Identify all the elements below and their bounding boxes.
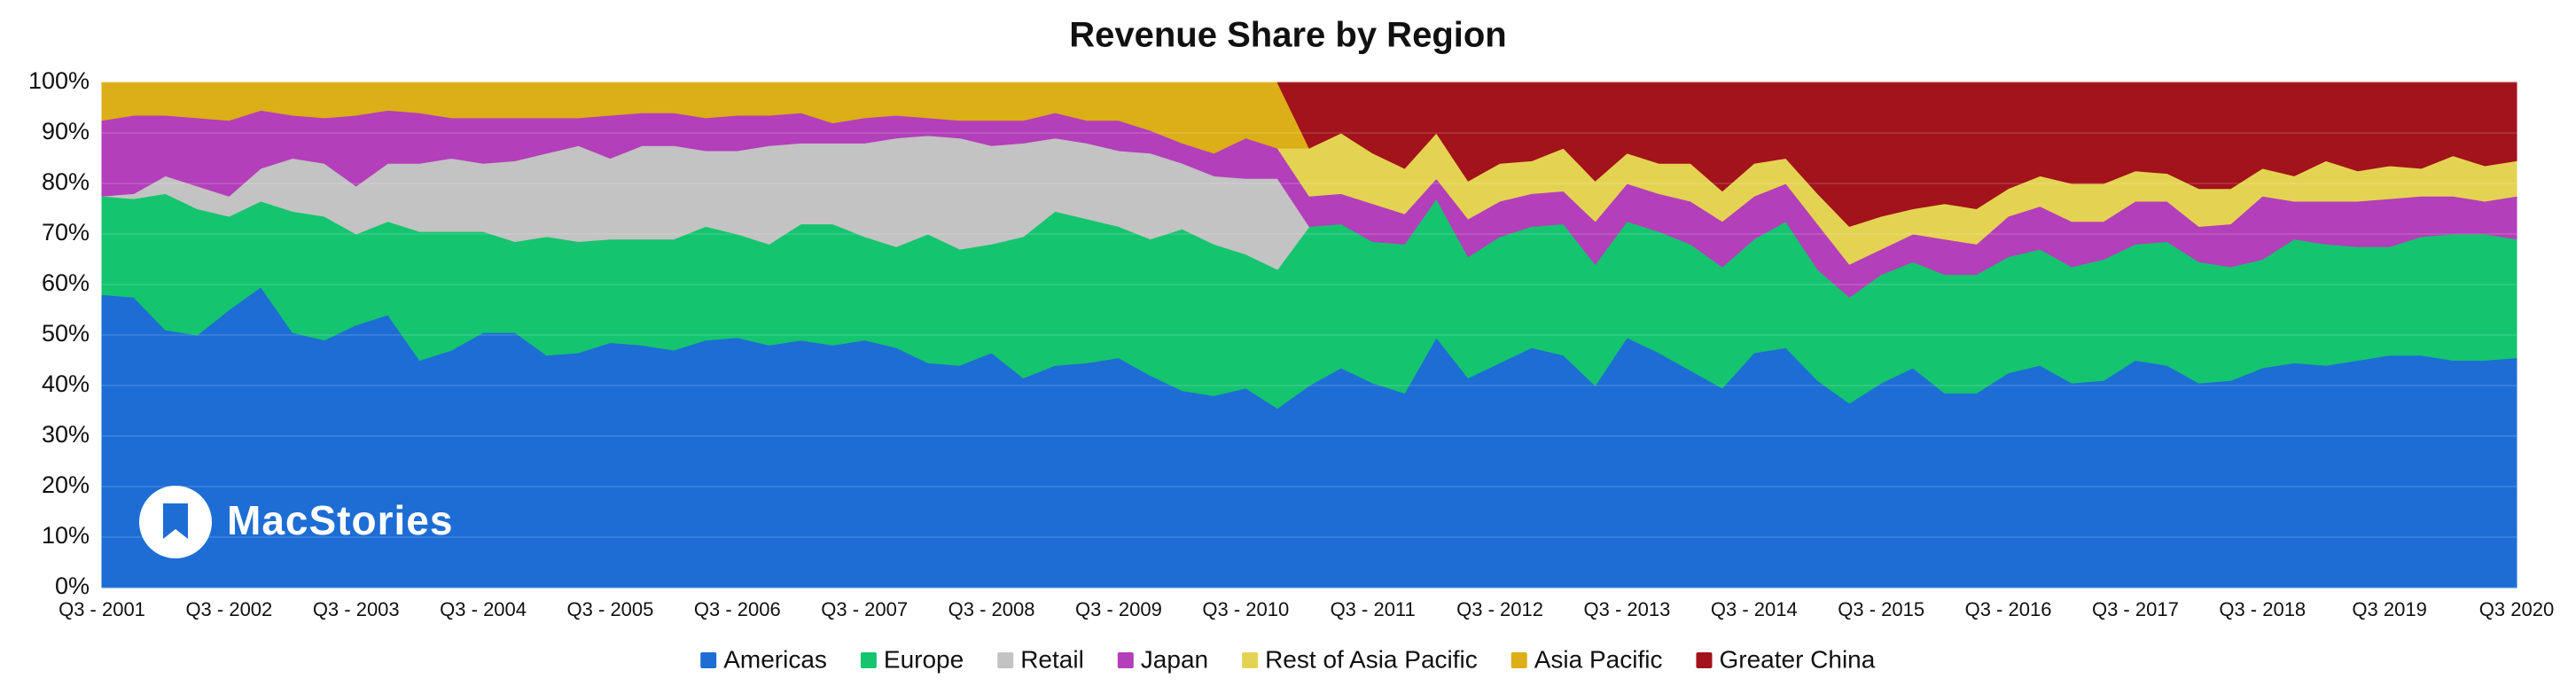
x-tick-label: Q3 - 2001 (59, 598, 145, 620)
y-tick-label: 70% (42, 219, 90, 246)
legend-swatch (1117, 652, 1134, 668)
legend-label: Japan (1141, 645, 1208, 673)
chart-title: Revenue Share by Region (1069, 16, 1506, 55)
legend-label: Retail (1020, 645, 1084, 673)
area (1276, 82, 2517, 227)
x-tick-label: Q3 - 2003 (313, 598, 400, 620)
x-tick-label: Q3 - 2005 (567, 598, 654, 620)
x-tick-label: Q3 - 2006 (694, 598, 781, 620)
x-tick-label: Q3 - 2004 (440, 598, 527, 620)
y-tick-label: 100% (28, 67, 90, 94)
legend-label: Rest of Asia Pacific (1265, 645, 1478, 673)
area (101, 82, 1310, 154)
x-tick-label: Q3 - 2009 (1075, 598, 1162, 620)
x-tick-label: Q3 - 2012 (1456, 598, 1543, 620)
y-tick-label: 80% (42, 168, 90, 195)
x-tick-label: Q3 - 2014 (1711, 598, 1798, 620)
x-tick-label: Q3 - 2008 (948, 598, 1035, 620)
logo: MacStories (139, 486, 453, 558)
legend-swatch (1242, 652, 1259, 668)
x-tick-label: Q3 - 2010 (1202, 598, 1289, 620)
x-tick-label: Q3 - 2015 (1838, 598, 1924, 620)
legend-swatch (700, 652, 717, 668)
legend-label: Europe (884, 645, 964, 673)
x-tick-label: Q3 - 2007 (821, 598, 908, 620)
legend: Americas Europe Retail Japan Rest of Asia Pa… (700, 645, 1876, 673)
x-tick-label: Q3 2019 (2352, 598, 2426, 620)
legend-swatch (997, 652, 1014, 668)
y-tick-label: 50% (42, 320, 90, 347)
y-tick-label: 90% (42, 118, 90, 144)
grid (102, 82, 2517, 589)
x-tick-label: Q3 2020 (2479, 598, 2554, 620)
logo-text: MacStories (227, 497, 453, 543)
x-tick-label: Q3 - 2016 (1965, 598, 2052, 620)
legend-label: Americas (723, 645, 827, 673)
legend-swatch (1696, 652, 1713, 668)
y-tick-label: 0% (55, 573, 90, 599)
legend-swatch (1510, 652, 1527, 668)
y-tick-label: 10% (42, 522, 90, 549)
axes: 0% 10% 20% 30% 40% 50% 60% 70% 80% 90% 100% Q3 - 20… (28, 67, 2554, 620)
x-tick-label: Q3 - 2002 (185, 598, 272, 620)
x-tick-label: Q3 - 2017 (2092, 598, 2179, 620)
x-tick-label: Q3 - 2011 (1331, 598, 1416, 620)
x-tick-label: Q3 - 2013 (1583, 598, 1670, 620)
y-tick-label: 30% (42, 421, 90, 448)
y-tick-label: 60% (42, 269, 90, 296)
legend-label: Greater China (1719, 645, 1875, 673)
plot-area (101, 82, 2517, 589)
legend-swatch (860, 652, 877, 668)
legend-label: Asia Pacific (1534, 645, 1663, 673)
x-tick-label: Q3 - 2018 (2219, 598, 2306, 620)
y-tick-label: 40% (42, 370, 90, 397)
logo-icon (163, 503, 188, 539)
y-tick-label: 20% (42, 472, 90, 498)
